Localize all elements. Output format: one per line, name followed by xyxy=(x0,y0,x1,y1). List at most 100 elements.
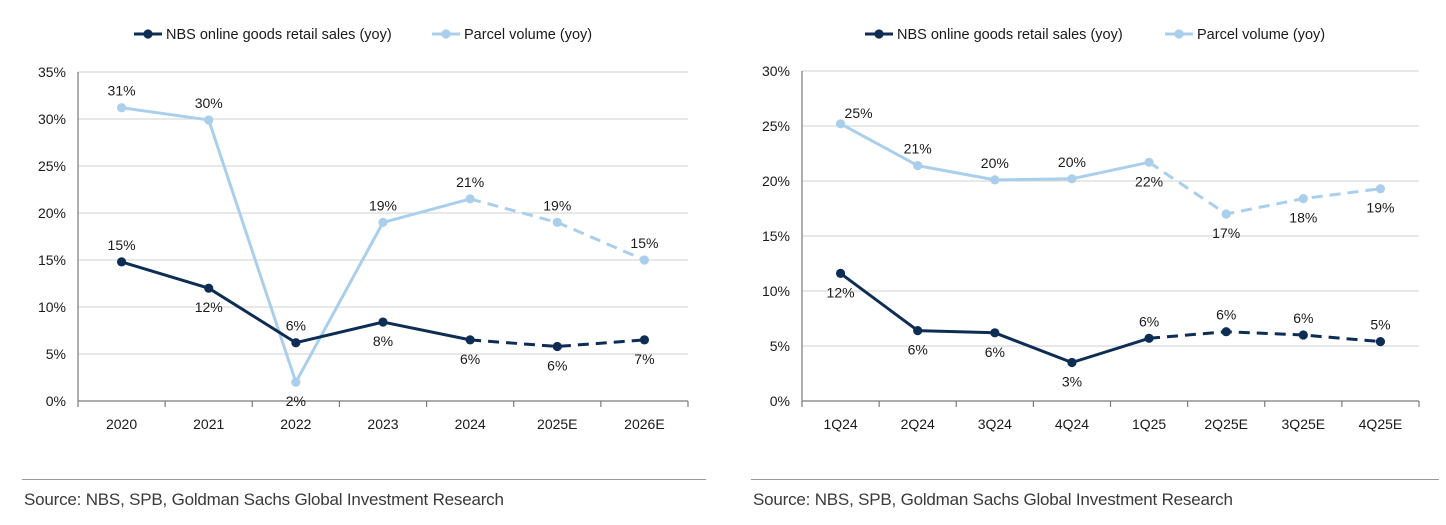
data-label: 6% xyxy=(1293,310,1313,326)
x-tick-label: 2026E xyxy=(624,416,664,432)
data-point xyxy=(378,217,388,227)
data-point xyxy=(1298,194,1308,204)
data-point xyxy=(1221,209,1231,219)
data-point xyxy=(552,341,562,352)
x-tick-label: 1Q24 xyxy=(823,416,857,432)
data-label: 3% xyxy=(1062,374,1082,390)
data-point xyxy=(378,317,388,327)
data-point xyxy=(1067,174,1077,184)
x-tick-label: 3Q24 xyxy=(978,416,1012,432)
data-label: 15% xyxy=(630,235,658,251)
legend-label: NBS online goods retail sales (yoy) xyxy=(166,27,392,43)
legend-label: Parcel volume (yoy) xyxy=(464,27,592,43)
data-point xyxy=(465,335,475,345)
data-point xyxy=(1375,184,1386,194)
data-point xyxy=(291,377,301,387)
legend-label: Parcel volume (yoy) xyxy=(1197,27,1325,43)
y-tick-label: 0% xyxy=(770,393,790,409)
data-label: 18% xyxy=(1289,210,1317,226)
data-label: 5% xyxy=(1370,317,1390,333)
data-point xyxy=(639,335,650,345)
chart-panel-right: 0% 5% 10% 15% 20% 25% 30% 1Q24 2Q24 3Q24 4Q24 1Q25 2… xyxy=(723,0,1446,525)
source-note: Source: NBS, SPB, Goldman Sachs Global I… xyxy=(24,490,504,509)
legend-swatch-marker xyxy=(1174,29,1184,39)
y-tick-label: 25% xyxy=(762,118,790,134)
data-label: 19% xyxy=(1366,200,1394,216)
data-label: 2% xyxy=(286,393,306,409)
data-point xyxy=(990,328,1000,338)
data-point xyxy=(913,326,923,336)
y-tick-label: 20% xyxy=(38,205,66,221)
data-label: 6% xyxy=(1139,313,1159,329)
data-label: 6% xyxy=(460,351,480,367)
x-tick-label: 2020 xyxy=(106,416,137,432)
x-tick-label: 2Q25E xyxy=(1204,416,1248,432)
data-point xyxy=(465,194,475,204)
series-line-projected xyxy=(1148,161,1381,216)
x-tick-label: 4Q24 xyxy=(1055,416,1089,432)
data-point xyxy=(639,255,650,265)
x-tick-label: 4Q25E xyxy=(1359,416,1403,432)
x-tick-label: 3Q25E xyxy=(1282,416,1326,432)
y-tick-label: 10% xyxy=(38,299,66,315)
y-tick-label: 5% xyxy=(46,346,66,362)
x-tick-label: 2021 xyxy=(193,416,224,432)
legend-label: NBS online goods retail sales (yoy) xyxy=(897,27,1123,43)
data-label: 12% xyxy=(195,299,223,315)
data-label: 21% xyxy=(456,174,484,190)
source-note: Source: NBS, SPB, Goldman Sachs Global I… xyxy=(753,490,1233,509)
y-tick-label: 15% xyxy=(762,228,790,244)
series-line-projected xyxy=(470,338,645,348)
data-label: 19% xyxy=(369,197,397,213)
data-label: 6% xyxy=(985,344,1005,360)
x-tick-label: 2022 xyxy=(280,416,311,432)
data-point xyxy=(116,257,127,267)
legend-swatch-marker xyxy=(143,29,153,39)
y-tick-label: 25% xyxy=(38,158,66,174)
data-label: 6% xyxy=(286,318,306,334)
series-line-projected xyxy=(1148,330,1381,344)
data-label: 25% xyxy=(845,105,873,121)
y-tick-label: 30% xyxy=(762,63,790,79)
data-label: 17% xyxy=(1212,225,1240,241)
data-point xyxy=(1221,327,1231,337)
data-label: 21% xyxy=(904,141,932,157)
legend-swatch-marker xyxy=(441,29,451,39)
data-point xyxy=(913,161,923,171)
data-label: 6% xyxy=(908,342,928,358)
data-label: 8% xyxy=(373,333,393,349)
x-tick-label: 2024 xyxy=(455,416,486,432)
series-line-actual xyxy=(839,122,1150,182)
data-label: 20% xyxy=(981,155,1009,171)
data-point xyxy=(1375,337,1386,347)
chart-panel-left: 0% 5% 10% 15% 20% 25% 30% 35% 2020 2021 2022 2023 20… xyxy=(22,27,706,509)
legend-swatch-marker xyxy=(874,29,884,39)
data-label: 15% xyxy=(108,237,136,253)
data-label: 22% xyxy=(1135,173,1163,189)
data-label: 30% xyxy=(195,95,223,111)
x-tick-label: 2Q24 xyxy=(901,416,935,432)
data-point xyxy=(1067,357,1077,368)
data-label: 6% xyxy=(547,357,567,373)
data-point xyxy=(204,283,214,293)
data-point xyxy=(1298,330,1308,340)
y-tick-label: 30% xyxy=(38,111,66,127)
source-divider xyxy=(751,479,1439,480)
x-tick-label: 2023 xyxy=(367,416,398,432)
data-label: 7% xyxy=(634,351,654,367)
y-tick-label: 0% xyxy=(46,393,66,409)
y-tick-label: 35% xyxy=(38,64,66,80)
data-label: 20% xyxy=(1058,154,1086,170)
line-chart-quarterly: 0% 5% 10% 15% 20% 25% 30% 1Q24 2Q24 3Q24 4Q24 1Q25 2… xyxy=(762,27,1420,432)
source-divider xyxy=(22,479,706,480)
line-chart-annual: 0% 5% 10% 15% 20% 25% 30% 35% 2020 2021 2022 2023 20… xyxy=(38,27,689,432)
data-point xyxy=(552,217,562,227)
data-point xyxy=(116,103,127,113)
data-label: 31% xyxy=(108,83,136,99)
x-tick-label: 1Q25 xyxy=(1132,416,1166,432)
y-tick-label: 5% xyxy=(770,338,790,354)
data-point xyxy=(1144,157,1154,167)
data-point xyxy=(204,115,214,125)
data-point xyxy=(835,119,846,129)
data-point xyxy=(1144,333,1154,343)
